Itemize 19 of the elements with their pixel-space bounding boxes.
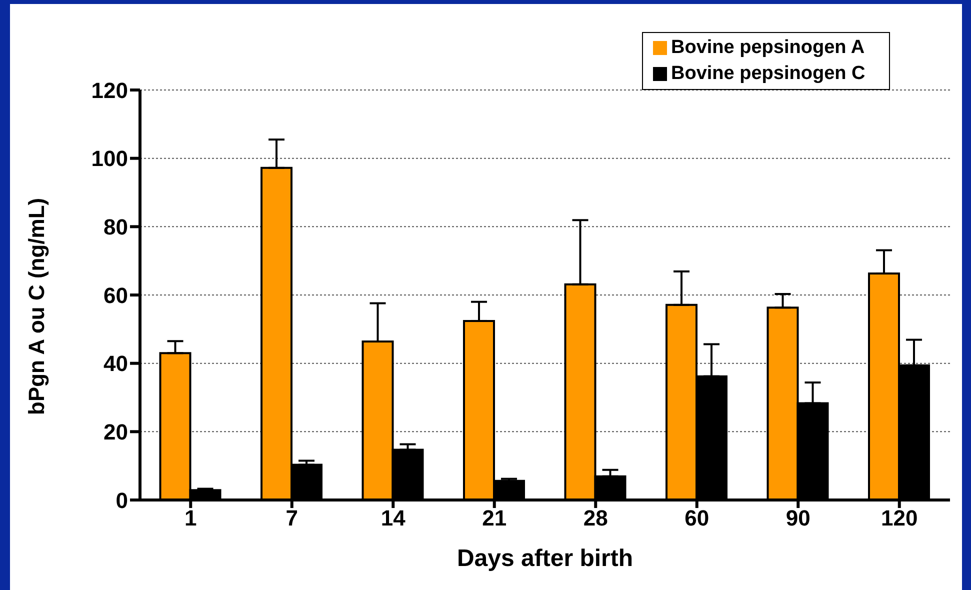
- x-tick-label: 120: [881, 506, 918, 531]
- x-tick-label: 7: [286, 506, 298, 531]
- y-axis-title: bPgn A ou C (ng/mL): [24, 198, 49, 415]
- x-tick-label: 14: [380, 506, 406, 531]
- x-tick-label: 21: [482, 506, 507, 531]
- y-tick-label: 100: [91, 146, 128, 172]
- y-tick-label: 120: [91, 78, 128, 103]
- legend-label: Bovine pepsinogen A: [671, 37, 865, 58]
- y-tick-label: 60: [104, 282, 128, 308]
- x-tick-label: 1: [184, 506, 197, 531]
- y-tick-label: 0: [116, 488, 128, 513]
- y-tick-label: 80: [104, 214, 128, 240]
- y-tick-label: 40: [104, 351, 128, 376]
- x-tick-label: 60: [684, 506, 710, 531]
- y-tick-label: 20: [104, 419, 128, 444]
- x-tick-label: 90: [786, 506, 810, 531]
- x-axis-title: Days after birth: [456, 545, 634, 572]
- legend-label: Bovine pepsinogen C: [671, 63, 866, 84]
- x-tick-label: 28: [583, 506, 608, 531]
